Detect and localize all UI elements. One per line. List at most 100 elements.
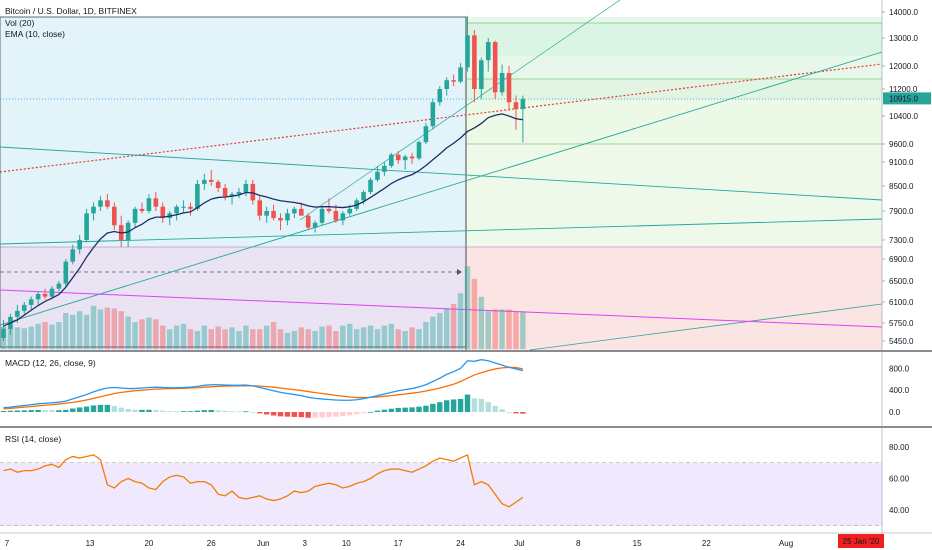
macd-histogram-bar bbox=[319, 412, 325, 418]
dashed-arrow-head bbox=[457, 269, 462, 275]
macd-histogram-bar bbox=[146, 409, 152, 412]
price-tick-label: 7300.0 bbox=[889, 236, 914, 245]
candle-body bbox=[312, 222, 318, 228]
rsi-tick-label: 60.00 bbox=[889, 475, 910, 484]
macd-histogram-bar bbox=[257, 412, 263, 414]
volume-bar bbox=[277, 329, 284, 349]
last-price-badge bbox=[883, 92, 931, 105]
macd-histogram-bar bbox=[388, 408, 394, 412]
macd-histogram-bar bbox=[215, 410, 221, 412]
volume-bar bbox=[367, 325, 374, 349]
fib-band-4 bbox=[466, 144, 882, 247]
volume-bar bbox=[478, 296, 485, 349]
price-tick-label: 8500.0 bbox=[889, 182, 914, 191]
macd-histogram-bar bbox=[291, 412, 298, 417]
candle-body bbox=[513, 102, 519, 110]
macd-histogram-bar bbox=[97, 404, 104, 412]
time-tick-label: 7 bbox=[5, 539, 10, 548]
candle-body bbox=[437, 89, 443, 103]
candle-body bbox=[91, 206, 96, 214]
rsi-legend: RSI (14, close) bbox=[5, 434, 61, 444]
volume-bar bbox=[153, 319, 159, 349]
macd-histogram-bar bbox=[284, 412, 291, 417]
candle-body bbox=[63, 261, 69, 284]
ema-legend: EMA (10, close) bbox=[5, 29, 65, 39]
time-tick-label: 15 bbox=[633, 539, 642, 548]
current-date-badge bbox=[838, 534, 884, 548]
volume-bar bbox=[97, 309, 104, 349]
macd-histogram-bar bbox=[180, 411, 187, 412]
macd-histogram-bar bbox=[478, 398, 485, 412]
macd-histogram-bar bbox=[457, 398, 464, 412]
macd-histogram-bar bbox=[374, 410, 381, 412]
time-tick-label: 3 bbox=[303, 539, 308, 548]
macd-histogram-bar bbox=[499, 409, 505, 412]
volume-bar bbox=[402, 331, 408, 349]
macd-tick-label: 400.0 bbox=[889, 386, 910, 395]
volume-bar bbox=[471, 278, 478, 349]
candle-body bbox=[236, 192, 242, 195]
volume-bar bbox=[437, 313, 443, 349]
macd-histogram-bar bbox=[111, 406, 117, 412]
candle-body bbox=[375, 171, 380, 180]
macd-histogram-bar bbox=[513, 412, 519, 414]
red-dotted-trendline bbox=[0, 63, 883, 173]
macd-histogram-bar bbox=[56, 410, 62, 412]
time-tick-label: 13 bbox=[86, 539, 95, 548]
volume-bar bbox=[499, 309, 505, 349]
rsi-line bbox=[3, 453, 524, 508]
volume-bar bbox=[63, 313, 69, 349]
volume-bar bbox=[270, 322, 277, 349]
rsi-band bbox=[0, 462, 882, 526]
candle-body bbox=[28, 299, 34, 305]
volume-bar bbox=[444, 308, 450, 349]
candle-body bbox=[402, 156, 408, 161]
time-tick-label: 20 bbox=[144, 539, 153, 548]
macd-histogram-bar bbox=[416, 406, 422, 412]
price-tick-label: 12000.0 bbox=[889, 62, 918, 71]
macd-histogram-bar bbox=[104, 404, 111, 412]
volume-bar bbox=[485, 311, 491, 349]
macd-histogram-bar bbox=[312, 412, 318, 418]
candle-body bbox=[458, 67, 463, 82]
fib-band-2 bbox=[466, 79, 882, 100]
macd-legend: MACD (12, 26, close, 9) bbox=[5, 358, 96, 368]
candle-body bbox=[298, 208, 304, 216]
volume-bar bbox=[83, 314, 90, 349]
macd-histogram-bar bbox=[208, 409, 214, 412]
candle-body bbox=[222, 188, 228, 197]
price-tick-label: 6900.0 bbox=[889, 255, 914, 264]
candle-body bbox=[160, 206, 166, 219]
macd-histogram-bar bbox=[167, 411, 173, 412]
price-tick-label: 9100.0 bbox=[889, 158, 914, 167]
candle-body bbox=[195, 183, 200, 209]
candle-body bbox=[215, 181, 221, 189]
macd-histogram-bar bbox=[153, 410, 159, 412]
volume-bar bbox=[423, 322, 429, 349]
macd-histogram-bar bbox=[298, 412, 304, 418]
macd-histogram-bar bbox=[63, 409, 69, 412]
candle-body bbox=[333, 211, 339, 221]
candle-body bbox=[105, 200, 110, 207]
volume-bar bbox=[388, 323, 394, 349]
current-date-label: 25 Jan '20 bbox=[843, 537, 880, 546]
volume-bars bbox=[0, 266, 526, 349]
drawing-backgrounds bbox=[0, 16, 882, 350]
candle-body bbox=[174, 206, 179, 214]
candle-body bbox=[181, 206, 186, 208]
candle-body bbox=[409, 156, 415, 159]
candle-body bbox=[188, 206, 193, 209]
time-tick-label: 22 bbox=[702, 539, 711, 548]
volume-bar bbox=[35, 323, 41, 349]
macd-histogram-bar bbox=[222, 410, 228, 412]
macd-histogram-bar bbox=[471, 398, 478, 412]
macd-line bbox=[3, 359, 524, 409]
fib-band-3 bbox=[466, 100, 882, 144]
macd-tick-label: 0.0 bbox=[889, 408, 901, 417]
macd-histogram-bar bbox=[90, 405, 97, 412]
macd-histogram-bar bbox=[263, 412, 270, 415]
volume-bar bbox=[353, 329, 360, 349]
lower-teal-line bbox=[529, 303, 883, 351]
macd-histogram-bar bbox=[125, 409, 131, 412]
